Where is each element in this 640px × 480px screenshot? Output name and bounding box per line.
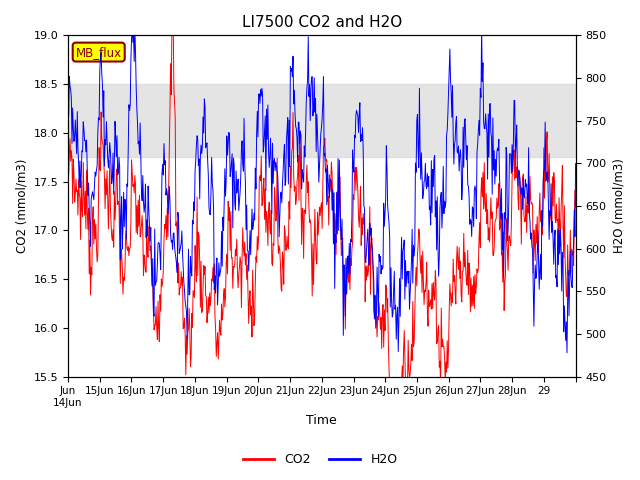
Title: LI7500 CO2 and H2O: LI7500 CO2 and H2O [242,15,402,30]
X-axis label: Time: Time [307,414,337,427]
Legend: CO2, H2O: CO2, H2O [237,448,403,471]
Bar [68,84,575,157]
Y-axis label: CO2 (mmol/m3): CO2 (mmol/m3) [15,159,28,253]
Y-axis label: H2O (mmol/m3): H2O (mmol/m3) [612,158,625,253]
Text: MB_flux: MB_flux [76,46,122,59]
